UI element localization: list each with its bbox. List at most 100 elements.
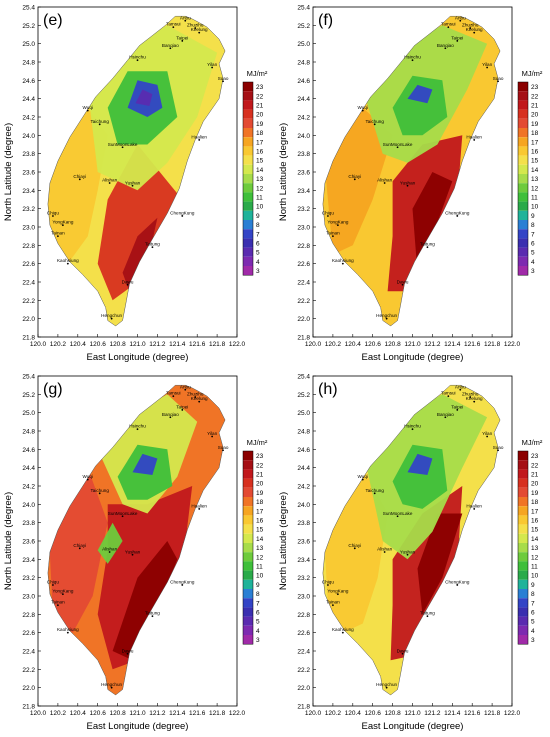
y-tick-label: 24.6 bbox=[297, 447, 310, 454]
y-tick-label: 23.8 bbox=[22, 151, 35, 158]
colorbar-swatch bbox=[518, 137, 528, 147]
colorbar-tick-label: 22 bbox=[531, 93, 539, 100]
y-tick-label: 24.6 bbox=[22, 78, 35, 85]
place-label-taitung: Taitung bbox=[145, 611, 160, 616]
station-dot bbox=[78, 547, 81, 550]
station-dot bbox=[383, 551, 386, 553]
colorbar-swatch bbox=[518, 616, 528, 626]
station-dot bbox=[121, 146, 124, 149]
x-tick-label: 120.4 bbox=[70, 710, 87, 717]
station-dot bbox=[110, 317, 113, 320]
station-dot bbox=[136, 59, 139, 62]
colorbar-tick-label: 11 bbox=[531, 564, 538, 571]
x-tick-label: 120.4 bbox=[345, 710, 362, 717]
colorbar-swatch bbox=[518, 164, 528, 174]
colorbar-tick-label: 4 bbox=[256, 628, 260, 635]
y-tick-label: 25.2 bbox=[22, 23, 35, 30]
station-dot bbox=[456, 584, 459, 586]
colorbar-tick-label: 10 bbox=[256, 573, 264, 580]
y-tick-label: 25.2 bbox=[22, 392, 35, 399]
place-label-hengchun: Hengchun bbox=[376, 313, 397, 318]
place-label-anbu: Anbu bbox=[455, 384, 466, 389]
colorbar-tick-label: 23 bbox=[256, 84, 264, 91]
colorbar-swatch bbox=[518, 589, 528, 599]
colorbar-swatch bbox=[518, 229, 528, 239]
map-svg-g: (g) 25.4 25.2 25.0 24.8 24.6 24.4 24.2 24.0 23.8 2… bbox=[3, 374, 268, 733]
station-dot bbox=[52, 215, 54, 217]
colorbar-swatch bbox=[243, 109, 253, 119]
place-label-chiqu: Chiqu bbox=[47, 580, 59, 585]
colorbar-swatch bbox=[518, 220, 528, 230]
colorbar-tick-label: 16 bbox=[531, 149, 539, 156]
colorbar-tick-label: 20 bbox=[531, 112, 539, 119]
station-dot bbox=[172, 26, 175, 29]
colorbar-swatch bbox=[518, 183, 528, 193]
radiation-zone bbox=[417, 513, 463, 615]
y-tick-label: 22.4 bbox=[22, 280, 35, 287]
station-dot bbox=[98, 492, 101, 495]
y-tick-label: 22.2 bbox=[297, 667, 310, 674]
station-dot bbox=[108, 551, 111, 553]
colorbar-tick-label: 23 bbox=[531, 453, 539, 460]
y-tick-label: 24.0 bbox=[22, 133, 35, 140]
place-label-dawu: Dawu bbox=[122, 279, 134, 284]
island-coastline bbox=[47, 15, 226, 327]
colorbar-tick-label: 12 bbox=[256, 554, 264, 561]
colorbar-tick-label: 7 bbox=[531, 600, 535, 607]
place-label-dawu: Dawu bbox=[122, 648, 134, 653]
station-dot bbox=[184, 388, 187, 391]
y-tick-label: 24.4 bbox=[297, 465, 310, 472]
y-axis-label: North Latitude (degree) bbox=[3, 123, 14, 221]
x-tick-label: 120.0 bbox=[305, 341, 322, 348]
place-label-yushan: Yushan bbox=[125, 180, 141, 185]
station-dot bbox=[459, 19, 462, 22]
station-dot bbox=[373, 492, 376, 495]
place-label-taipei: Taipei bbox=[176, 35, 188, 40]
station-dot bbox=[411, 428, 414, 431]
colorbar-swatch bbox=[518, 497, 528, 507]
place-label-sunmoonlake: SunMoonLake bbox=[108, 142, 138, 147]
x-tick-label: 121.6 bbox=[464, 710, 481, 717]
place-label-taipei: Taipei bbox=[176, 404, 188, 409]
station-dot bbox=[473, 31, 476, 34]
colorbar-swatch bbox=[243, 201, 253, 211]
y-tick-label: 22.8 bbox=[297, 612, 310, 619]
colorbar-tick-label: 16 bbox=[531, 518, 539, 525]
station-dot bbox=[86, 109, 89, 112]
x-tick-label: 121.0 bbox=[129, 341, 146, 348]
radiation-zone bbox=[392, 444, 448, 509]
place-label-chiayi: Chiayi bbox=[348, 174, 361, 179]
place-label-zhuzihu: Zhuzihu bbox=[187, 392, 204, 397]
colorbar-tick-label: 20 bbox=[531, 481, 539, 488]
y-tick-label: 22.8 bbox=[22, 243, 35, 250]
place-label-yilan: Yilan bbox=[482, 62, 492, 67]
place-label-taitung: Taitung bbox=[420, 611, 435, 616]
station-dot bbox=[473, 139, 476, 141]
colorbar-swatch bbox=[518, 515, 528, 525]
place-label-alishan: Alishan bbox=[102, 547, 118, 552]
y-tick-label: 24.2 bbox=[22, 115, 35, 122]
colorbar-swatch bbox=[518, 451, 528, 461]
place-label-hsinchu: Hsinchu bbox=[129, 424, 146, 429]
x-tick-label: 120.0 bbox=[30, 710, 47, 717]
colorbar-swatch bbox=[518, 174, 528, 184]
colorbar-tick-label: 17 bbox=[256, 508, 264, 515]
x-tick-label: 120.8 bbox=[384, 341, 401, 348]
place-label-hsinchu: Hsinchu bbox=[129, 55, 146, 60]
colorbar-frame bbox=[517, 81, 529, 276]
panel-label: (e) bbox=[43, 12, 63, 29]
x-tick-label: 120.0 bbox=[305, 710, 322, 717]
y-tick-label: 25.4 bbox=[297, 374, 310, 381]
station-dot bbox=[184, 19, 187, 22]
station-dot bbox=[401, 652, 404, 655]
x-tick-label: 121.4 bbox=[169, 710, 186, 717]
colorbar-tick-label: 19 bbox=[256, 490, 264, 497]
colorbar-swatch bbox=[243, 451, 253, 461]
place-label-hengchun: Hengchun bbox=[376, 682, 397, 687]
place-label-taipei: Taipei bbox=[451, 404, 463, 409]
colorbar-swatch bbox=[243, 256, 253, 266]
place-label-taichung: Taichung bbox=[365, 119, 384, 124]
colorbar-tick-label: 16 bbox=[256, 149, 264, 156]
station-dot bbox=[181, 409, 184, 411]
y-tick-label: 23.8 bbox=[22, 520, 35, 527]
